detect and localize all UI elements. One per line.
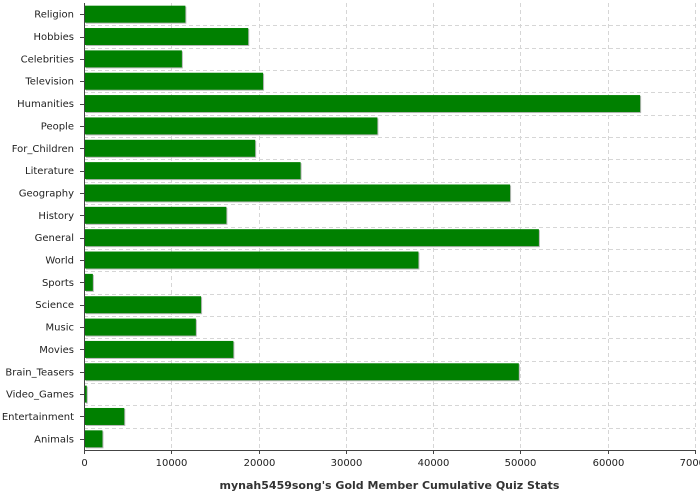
category-label: History [38, 211, 74, 222]
bar-humanities [85, 95, 641, 113]
category-label: Geography [19, 188, 74, 199]
category-label: Religion [34, 10, 74, 21]
category-label: Music [46, 323, 74, 334]
category-label: For_Children [12, 144, 74, 155]
bar-science [85, 296, 202, 314]
category-label: Hobbies [34, 32, 74, 43]
bar-for-children [85, 139, 256, 157]
category-labels: Religion Hobbies Celebrities Television Huma… [2, 10, 74, 446]
bar-people [85, 117, 378, 135]
category-label: Humanities [17, 99, 74, 110]
category-label: People [41, 121, 74, 132]
category-label: Brain_Teasers [5, 367, 74, 378]
bar-literature [85, 162, 301, 180]
bar-world [85, 251, 419, 269]
x-tick-label: 70000 [680, 458, 700, 469]
bar-sports [85, 273, 93, 291]
x-tick-label: 10000 [156, 458, 188, 469]
bar-animals [85, 430, 103, 448]
bars [85, 5, 642, 449]
bar-celebrities [85, 50, 182, 68]
bar-history [85, 206, 227, 224]
category-label: Video_Games [6, 390, 74, 401]
bar-geography [85, 184, 511, 202]
category-label: Sports [42, 278, 74, 289]
x-tick-label: 30000 [331, 458, 363, 469]
x-tick-label: 20000 [244, 458, 276, 469]
category-label: Movies [39, 345, 74, 356]
x-tick-label: 40000 [418, 458, 450, 469]
category-label: Science [35, 300, 74, 311]
x-tick-label: 60000 [593, 458, 625, 469]
bar-hobbies [85, 28, 249, 46]
category-label: World [45, 256, 74, 267]
bar-shadow [86, 386, 88, 404]
x-axis-title: mynah5459song's Gold Member Cumulative Q… [220, 479, 560, 492]
bar-television [85, 72, 264, 90]
grid-lines [84, 3, 696, 450]
x-tick-label: 0 [81, 458, 87, 469]
bar-general [85, 229, 539, 247]
category-label: Television [24, 77, 74, 88]
x-axis-ticks: 0 10000 20000 30000 40000 50000 60000 70000 [80, 14, 700, 469]
bar-religion [85, 5, 186, 23]
bar-entertainment [85, 407, 125, 425]
category-label: Animals [34, 434, 74, 445]
category-label: Entertainment [2, 412, 74, 423]
category-label: General [35, 233, 74, 244]
bar-movies [85, 340, 234, 358]
category-label: Celebrities [21, 54, 74, 65]
category-label: Literature [25, 166, 74, 177]
bar-video-games [85, 385, 87, 403]
x-tick-label: 50000 [505, 458, 537, 469]
bar-music [85, 318, 196, 336]
bar-brain-teasers [85, 363, 519, 381]
